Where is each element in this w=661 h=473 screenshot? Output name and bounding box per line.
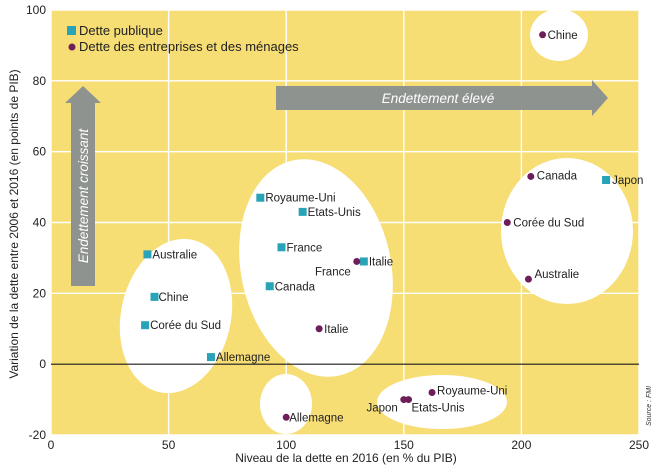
public-debt-point-canada [265,282,274,291]
y-tick-label: 60 [33,145,47,159]
private-debt-point-chine [539,31,547,39]
y-tick-label: 0 [39,357,46,371]
private-debt-label-france: France [315,266,351,278]
private-debt-point-canada [527,172,535,180]
vertical-arrow-label: Endettement croissant [76,128,91,264]
legend-label-public: Dette publique [79,23,163,38]
private-debt-label-canada: Canada [537,170,578,182]
private-debt-label-australie: Australie [534,269,579,281]
private-debt-point-australie [524,275,532,283]
y-tick-label: 40 [33,216,47,230]
public-debt-label-allemagne: Allemagne [216,352,270,364]
private-debt-label-royaume-uni: Royaume-Uni [437,386,507,398]
public-debt-point-italie [359,257,368,266]
x-tick-label: 250 [629,438,649,452]
horizontal-arrow [276,80,608,116]
public-debt-point-etats-unis [298,207,307,216]
x-tick-label: 200 [511,438,531,452]
private-debt-point-france [353,257,361,265]
x-tick-label: 50 [162,438,176,452]
public-debt-label-royaume-uni: Royaume-Uni [265,193,335,205]
y-axis-title: Variation de la dette entre 2006 et 2016… [7,69,21,378]
cluster-ellipse-left [119,238,233,394]
source-note: Source : FMI [646,386,653,426]
legend-label-private: Dette des entreprises et des ménages [79,39,299,54]
legend-square-marker [67,26,76,35]
private-debt-point-italie [315,325,323,333]
horizontal-arrow-label: Endettement élevé [382,91,495,106]
trend-arrows: Endettement élevé Endettement croissant [65,80,608,286]
public-debt-point-japon [602,176,611,184]
y-tick-label: 100 [26,3,46,17]
cluster-ellipse-bottom [377,375,507,429]
public-debt-label-chine: Chine [158,292,188,304]
cluster-ellipse-center [239,159,393,377]
private-debt-point-etats-unis [405,396,413,404]
public-debt-point-royaume-uni [256,193,265,202]
cluster-ellipse-right [501,158,633,304]
private-debt-label-coree-du-sud: Corée du Sud [513,218,584,230]
public-debt-label-coree-du-sud: Corée du Sud [150,320,221,332]
private-debt-point-coree-du-sud [503,219,511,226]
public-debt-point-australie [143,250,152,259]
y-tick-label: -20 [29,428,47,442]
public-debt-label-italie: Italie [369,256,393,268]
public-debt-point-chine [150,292,159,301]
x-tick-label: 0 [48,438,55,452]
legend-circle-marker [68,43,76,51]
cluster-ellipses [119,9,633,434]
public-debt-label-france: France [286,242,322,254]
y-tick-label: 20 [33,286,47,300]
public-debt-label-australie: Australie [152,249,197,261]
public-debt-label-japon: Japon [612,175,643,187]
public-debt-label-canada: Canada [275,281,316,293]
public-debt-point-allemagne [206,353,215,362]
private-debt-label-allemagne: Allemagne [289,412,343,424]
x-axis-title: Niveau de la dette en 2016 (en % du PIB) [235,451,456,465]
x-tick-label: 150 [394,438,414,452]
private-debt-label-japon: Japon [366,403,397,415]
data-points: Japon Royaume-Uni Etats-Unis France Italie Ca… [141,30,643,424]
private-debt-label-chine: Chine [548,30,578,42]
public-debt-point-coree-du-sud [141,321,150,330]
legend: Dette publique Dette des entreprises et … [67,23,299,54]
cluster-ellipse-china [530,9,588,61]
private-debt-label-italie: Italie [324,324,348,336]
y-tick-label: 80 [33,74,47,88]
vertical-arrow [65,86,101,286]
x-tick-label: 100 [276,438,296,452]
private-debt-label-etats-unis: Etats-Unis [412,403,465,415]
public-debt-point-france [277,243,286,252]
private-debt-point-royaume-uni [428,389,436,396]
public-debt-label-etats-unis: Etats-Unis [308,207,361,219]
private-debt-point-allemagne [282,413,290,421]
